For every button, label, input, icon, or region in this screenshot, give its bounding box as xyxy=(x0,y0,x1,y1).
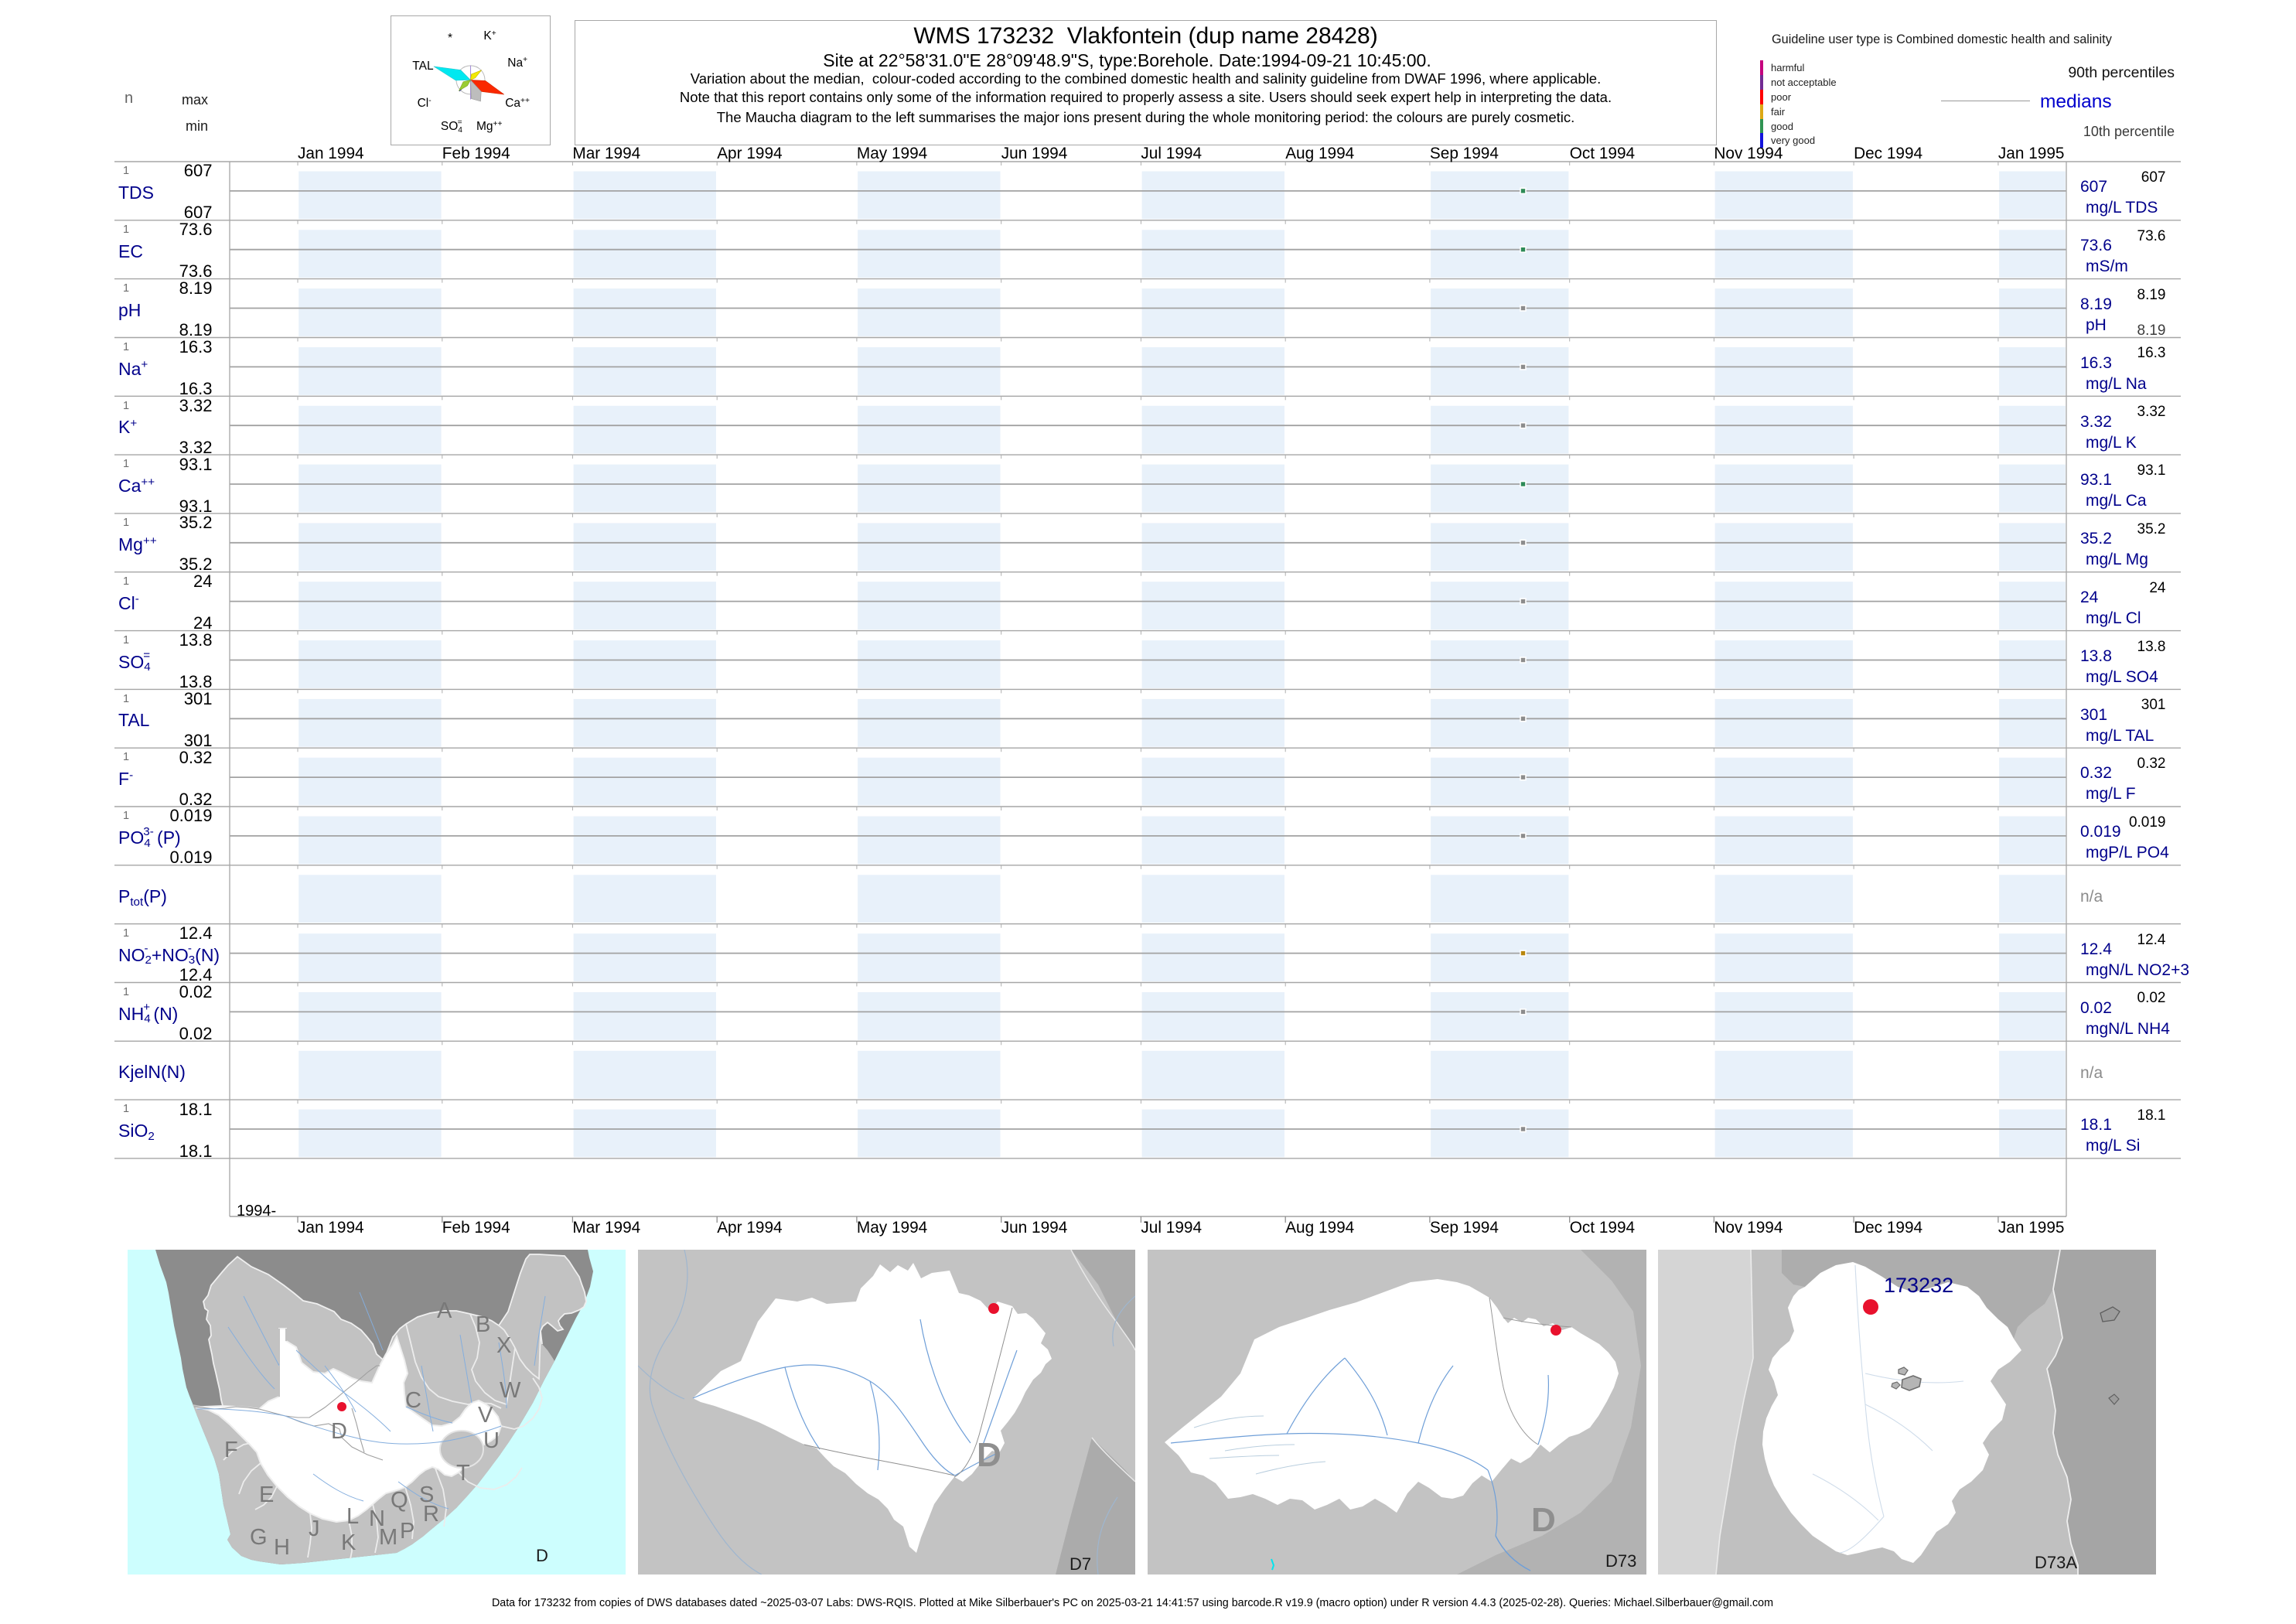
svg-text:S: S xyxy=(419,1482,434,1507)
svg-text:F: F xyxy=(224,1438,238,1462)
svg-text:R: R xyxy=(423,1502,439,1527)
svg-text:L: L xyxy=(346,1504,359,1529)
svg-text:X: X xyxy=(496,1333,511,1358)
svg-text:V: V xyxy=(478,1403,493,1428)
svg-text:D73A: D73A xyxy=(2035,1553,2077,1572)
svg-text:Q: Q xyxy=(391,1488,408,1513)
svg-text:D: D xyxy=(1531,1501,1556,1539)
svg-text:P: P xyxy=(400,1519,415,1544)
svg-text:D7: D7 xyxy=(1070,1554,1091,1574)
svg-text:A: A xyxy=(437,1298,452,1323)
svg-text:B: B xyxy=(476,1312,490,1337)
svg-text:H: H xyxy=(274,1535,290,1560)
svg-text:C: C xyxy=(405,1388,421,1413)
svg-text:W: W xyxy=(500,1378,521,1403)
svg-text:D: D xyxy=(977,1436,1001,1474)
svg-text:G: G xyxy=(250,1525,268,1550)
svg-text:E: E xyxy=(259,1482,274,1507)
svg-text:D: D xyxy=(331,1419,347,1444)
svg-text:D73: D73 xyxy=(1605,1551,1636,1571)
svg-text:N: N xyxy=(369,1506,385,1531)
svg-text:M: M xyxy=(379,1525,397,1550)
svg-text:J: J xyxy=(309,1517,320,1541)
svg-text:U: U xyxy=(483,1428,500,1453)
svg-text:T: T xyxy=(456,1461,470,1486)
svg-text:K: K xyxy=(341,1530,357,1555)
svg-text:173232: 173232 xyxy=(1884,1274,1953,1297)
svg-text:D: D xyxy=(536,1546,548,1565)
